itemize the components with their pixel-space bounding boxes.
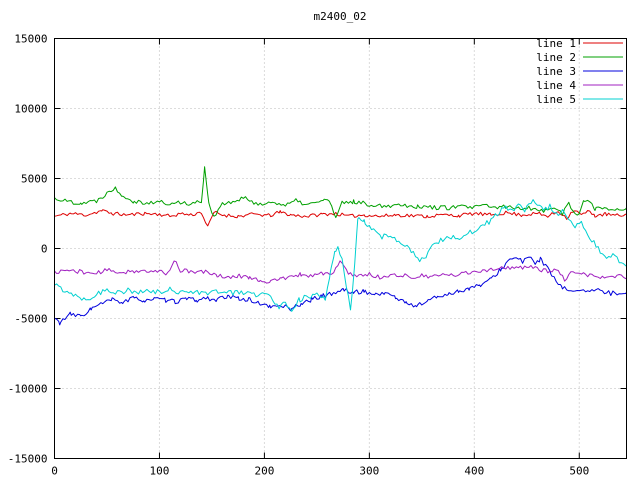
legend-label: line 4 bbox=[536, 79, 576, 92]
legend-label: line 2 bbox=[536, 51, 576, 64]
x-axis-tick-label: 200 bbox=[254, 465, 274, 478]
series-line-1 bbox=[54, 209, 627, 227]
x-axis-tick-label: 0 bbox=[51, 465, 58, 478]
series-line-2 bbox=[54, 166, 627, 219]
plot-border bbox=[54, 38, 627, 459]
chart-title: m2400_02 bbox=[313, 10, 367, 23]
axes: 0 100 200 300 400 500 -15000 -10000 -5000 0 5000 10… bbox=[8, 33, 627, 478]
x-axis-tick-label: 400 bbox=[464, 465, 484, 478]
x-axis-tick-label: 100 bbox=[150, 465, 170, 478]
x-axis-tick-label: 500 bbox=[569, 465, 589, 478]
y-axis-tick-label: 0 bbox=[41, 243, 48, 256]
grid bbox=[54, 38, 627, 459]
y-axis-tick-label: -10000 bbox=[8, 383, 48, 396]
y-axis-tick-label: 15000 bbox=[14, 33, 47, 46]
legend-label: line 1 bbox=[536, 37, 576, 50]
x-axis-tick-label: 300 bbox=[359, 465, 379, 478]
series-line-3 bbox=[54, 256, 627, 326]
y-axis-tick-label: 10000 bbox=[14, 103, 47, 116]
series-line-4 bbox=[54, 260, 627, 284]
legend-label: line 5 bbox=[536, 93, 576, 106]
legend-label: line 3 bbox=[536, 65, 576, 78]
y-axis-tick-label: -5000 bbox=[14, 313, 47, 326]
series-line-5 bbox=[54, 199, 627, 312]
y-axis-tick-label: -15000 bbox=[8, 453, 48, 466]
y-axis-tick-label: 5000 bbox=[21, 173, 48, 186]
